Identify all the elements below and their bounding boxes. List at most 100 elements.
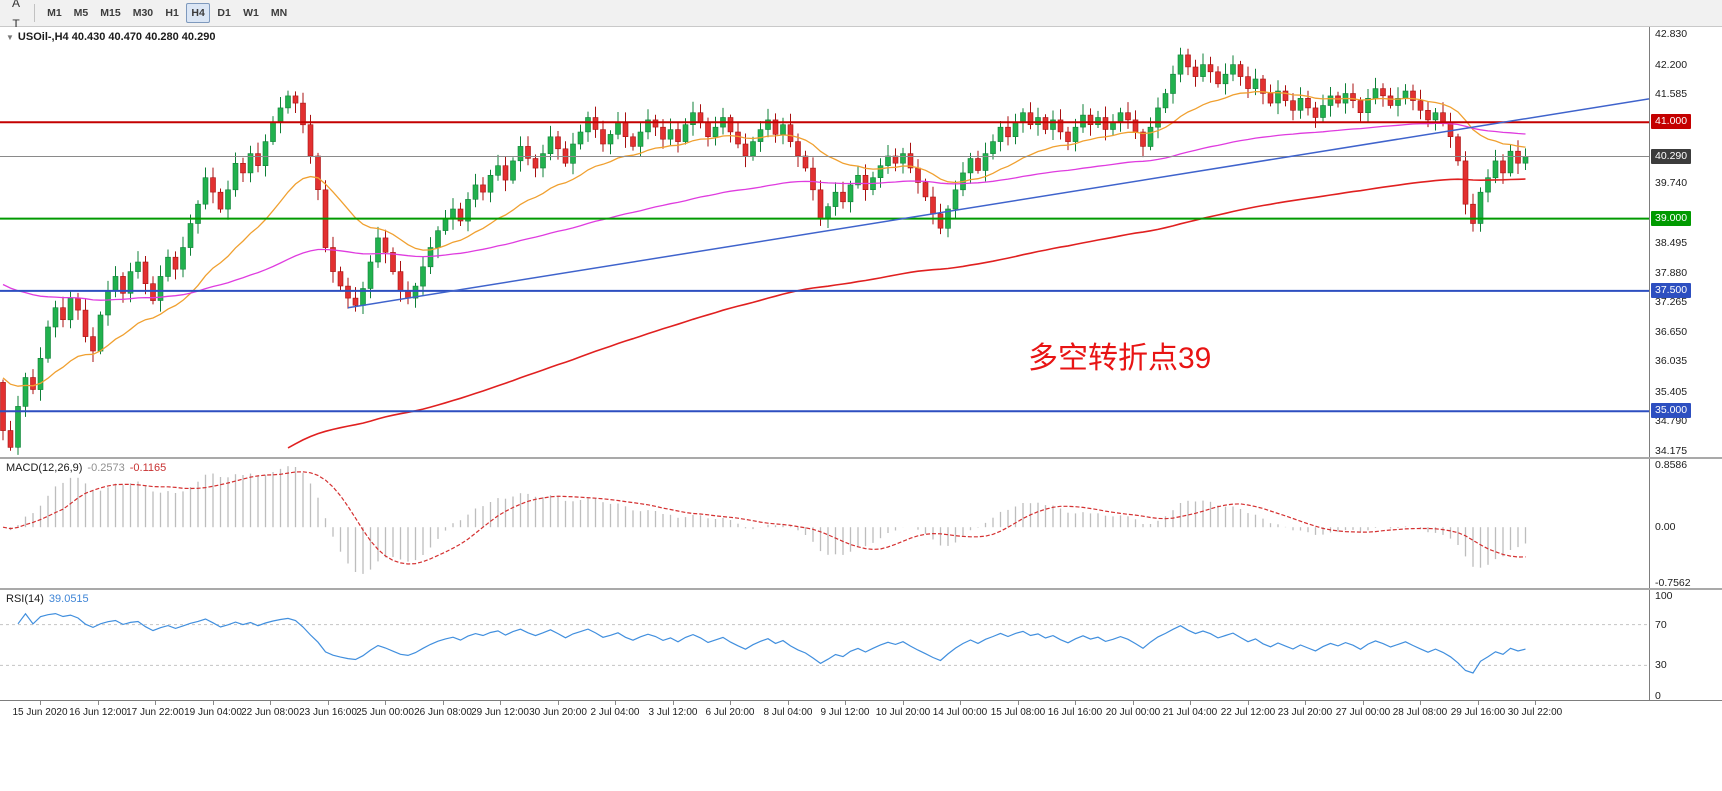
rsi-line [17,612,1526,674]
price-axis[interactable]: 42.830 42.200 41.585 39.740 38.495 37.880 37.2… [1649,27,1722,457]
time-axis-label: 3 Jul 12:00 [648,707,698,718]
rsi-label: RSI(14) 39.0515 [6,593,94,605]
time-axis-tick [960,701,961,705]
time-axis-tick [155,701,156,705]
time-axis-label: 29 Jun 12:00 [471,707,529,718]
text-tool-icon-button[interactable]: T [5,13,27,34]
panel-resize-divider[interactable] [0,457,1722,459]
timeframe-w1-button[interactable]: W1 [238,3,264,23]
price-axis-badge: 37.500 [1651,283,1692,298]
macd-axis-label: 0.00 [1655,521,1676,533]
time-axis-label: 22 Jun 08:00 [241,707,299,718]
panel-resize-divider[interactable] [0,588,1722,590]
time-axis-label: 6 Jul 20:00 [705,707,755,718]
timeframe-d1-button[interactable]: D1 [212,3,236,23]
time-axis-tick [40,701,41,705]
macd-plot[interactable] [0,459,1649,588]
time-axis-tick [1363,701,1364,705]
main-chart-panel: 42.830 42.200 41.585 39.740 38.495 37.880 37.2… [0,27,1722,457]
rsi-name: RSI(14) [6,593,44,605]
macd-histogram [9,466,1527,574]
price-axis-label: 38.495 [1655,237,1688,249]
rsi-plot[interactable] [0,590,1649,700]
time-axis-label: 2 Jul 04:00 [590,707,640,718]
price-axis-label: 37.265 [1655,296,1688,308]
rsi-axis-label: 100 [1655,590,1673,602]
time-axis-label: 10 Jul 20:00 [875,707,931,718]
symbol-ohlc-title: USOil-,H4 40.430 40.470 40.280 40.290 [17,31,216,43]
price-axis-label: 37.880 [1655,267,1688,279]
time-axis-label: 9 Jul 12:00 [820,707,870,718]
time-axis-label: 30 Jun 20:00 [529,707,587,718]
price-axis-label: 41.585 [1655,88,1688,100]
time-axis-tick [328,701,329,705]
time-axis-label: 25 Jun 00:00 [356,707,414,718]
time-axis-tick [385,701,386,705]
timeframe-m30-button[interactable]: M30 [128,3,158,23]
time-axis-label: 14 Jul 00:00 [932,707,988,718]
timeframe-m1-button[interactable]: M1 [42,3,67,23]
timeframe-m15-button[interactable]: M15 [95,3,125,23]
time-axis-label: 20 Jul 00:00 [1105,707,1161,718]
chart-title: ▼ USOil-,H4 40.430 40.470 40.280 40.290 [6,31,215,43]
time-axis-tick [1478,701,1479,705]
time-axis-label: 16 Jul 16:00 [1047,707,1103,718]
ma-medium-magenta-line [2,122,1526,301]
time-axis-label: 23 Jul 20:00 [1277,707,1333,718]
time-axis-tick [98,701,99,705]
time-axis-tick [1305,701,1306,705]
macd-value-axis[interactable]: 0.8586 0.00 -0.7562 [1649,459,1722,589]
price-axis-badge: 40.290 [1651,149,1692,164]
macd-signal-line [2,471,1526,565]
macd-axis-label: -0.7562 [1655,577,1691,589]
time-axis-tick [1075,701,1076,705]
price-axis-label: 35.405 [1655,386,1688,398]
ma-slow-red-line [287,178,1526,449]
price-axis-badge: 39.000 [1651,211,1692,226]
price-axis-badge: 41.000 [1651,114,1692,129]
time-axis-tick [1248,701,1249,705]
timeframe-mn-button[interactable]: MN [266,3,292,23]
time-axis-tick [615,701,616,705]
time-axis-tick [673,701,674,705]
time-axis-tick [558,701,559,705]
timeframe-h4-button[interactable]: H4 [186,3,211,23]
time-axis-tick [788,701,789,705]
candlestick-plot[interactable] [0,27,1649,457]
time-axis-label: 19 Jun 04:00 [184,707,242,718]
toolbar-separator [34,4,36,22]
price-axis-label: 34.175 [1655,445,1688,457]
collapse-arrow-icon[interactable]: ▼ [6,33,14,42]
rsi-value-axis[interactable]: 100 70 30 0 [1649,590,1722,702]
time-axis-tick [443,701,444,705]
timeframe-h1-button[interactable]: H1 [160,3,184,23]
rsi-panel: 100 70 30 0 RSI(14) 39.0515 [0,590,1722,702]
timeframe-m5-button[interactable]: M5 [69,3,94,23]
time-axis-label: 29 Jul 16:00 [1450,707,1506,718]
rsi-axis-label: 30 [1655,659,1667,671]
time-axis-tick [845,701,846,705]
time-axis-label: 15 Jul 08:00 [990,707,1046,718]
price-axis-label: 34.790 [1655,415,1688,427]
candles-layer [0,47,1529,455]
time-axis-label: 21 Jul 04:00 [1162,707,1218,718]
time-axis-tick [270,701,271,705]
price-axis-label: 39.740 [1655,177,1688,189]
rsi-axis-label: 0 [1655,690,1661,702]
price-axis-label: 42.200 [1655,59,1688,71]
time-axis-label: 8 Jul 04:00 [763,707,813,718]
macd-signal-value: -0.1165 [129,462,167,474]
trendline [347,98,1649,309]
time-axis[interactable]: 15 Jun 2020 16 Jun 12:00 17 Jun 22:00 19 Ju… [0,700,1722,722]
time-axis-label: 26 Jun 08:00 [414,707,472,718]
rsi-axis-label: 70 [1655,619,1667,631]
price-axis-label: 36.650 [1655,326,1688,338]
cursor-a-icon-button[interactable]: A [5,0,27,13]
time-axis-tick [500,701,501,705]
time-axis-label: 15 Jun 2020 [12,707,68,718]
macd-name: MACD(12,26,9) [6,462,83,474]
text-tool-icon: T [12,16,20,31]
ma-fast-orange-line [2,90,1526,387]
